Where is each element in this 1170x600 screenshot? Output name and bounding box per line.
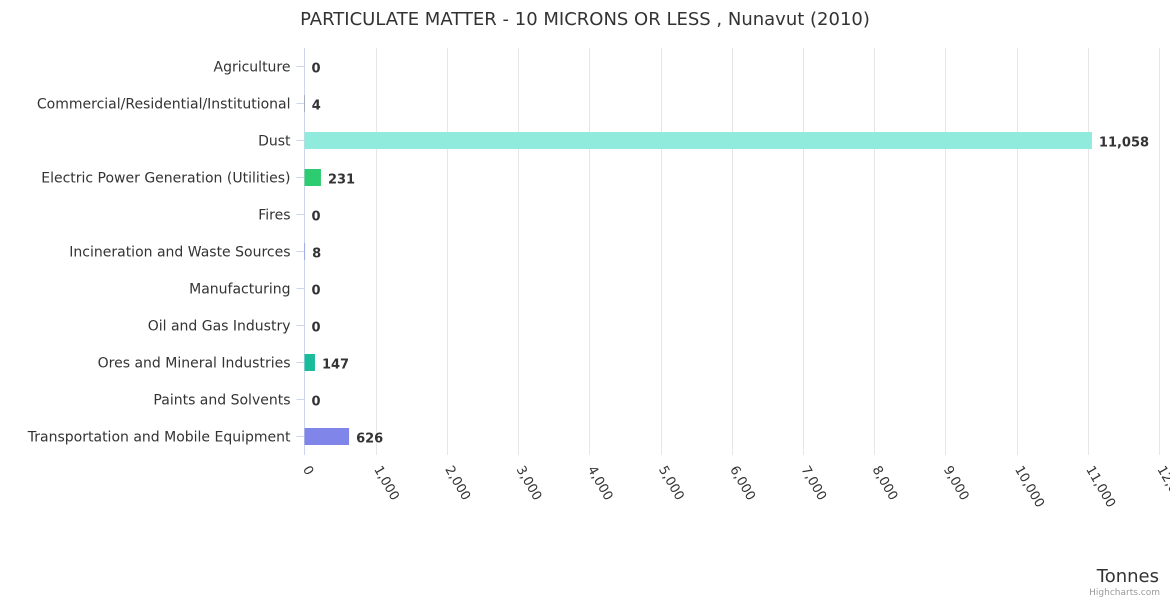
bar[interactable]	[304, 428, 350, 445]
bar[interactable]	[304, 169, 321, 186]
category-label: Paints and Solvents	[153, 393, 290, 409]
category-label: Oil and Gas Industry	[148, 319, 291, 335]
bar-series	[304, 95, 1092, 445]
credits-link[interactable]: Highcharts.com	[1089, 588, 1160, 598]
category-label: Transportation and Mobile Equipment	[27, 430, 291, 446]
data-labels: 0 4 11,058 231 0 8 0 0 147 0 626	[312, 62, 1150, 447]
category-label: Ores and Mineral Industries	[98, 356, 291, 372]
data-label: 0	[312, 62, 321, 77]
data-label: 11,058	[1099, 136, 1149, 151]
category-label: Fires	[258, 208, 290, 224]
data-label: 0	[312, 395, 321, 410]
data-label: 4	[312, 99, 321, 114]
data-label: 0	[312, 321, 321, 336]
category-label: Incineration and Waste Sources	[69, 245, 290, 261]
data-label: 8	[312, 247, 321, 262]
bar[interactable]	[304, 243, 306, 260]
data-label: 626	[356, 432, 383, 447]
bar[interactable]	[304, 354, 315, 371]
chart-title: PARTICULATE MATTER - 10 MICRONS OR LESS …	[300, 9, 870, 30]
category-label: Commercial/Residential/Institutional	[37, 97, 291, 113]
category-label: Electric Power Generation (Utilities)	[41, 171, 290, 187]
value-axis-title: Tonnes	[1096, 566, 1159, 587]
category-label: Agriculture	[214, 60, 291, 76]
data-label: 147	[322, 358, 349, 373]
data-label: 0	[312, 284, 321, 299]
grid-lines	[376, 48, 1160, 455]
category-axis-labels: Agriculture Commercial/Residential/Instit…	[27, 60, 305, 446]
bar[interactable]	[304, 132, 1092, 149]
data-label: 231	[328, 173, 355, 188]
category-label: Dust	[258, 134, 291, 150]
data-label: 0	[312, 210, 321, 225]
category-label: Manufacturing	[189, 282, 290, 298]
